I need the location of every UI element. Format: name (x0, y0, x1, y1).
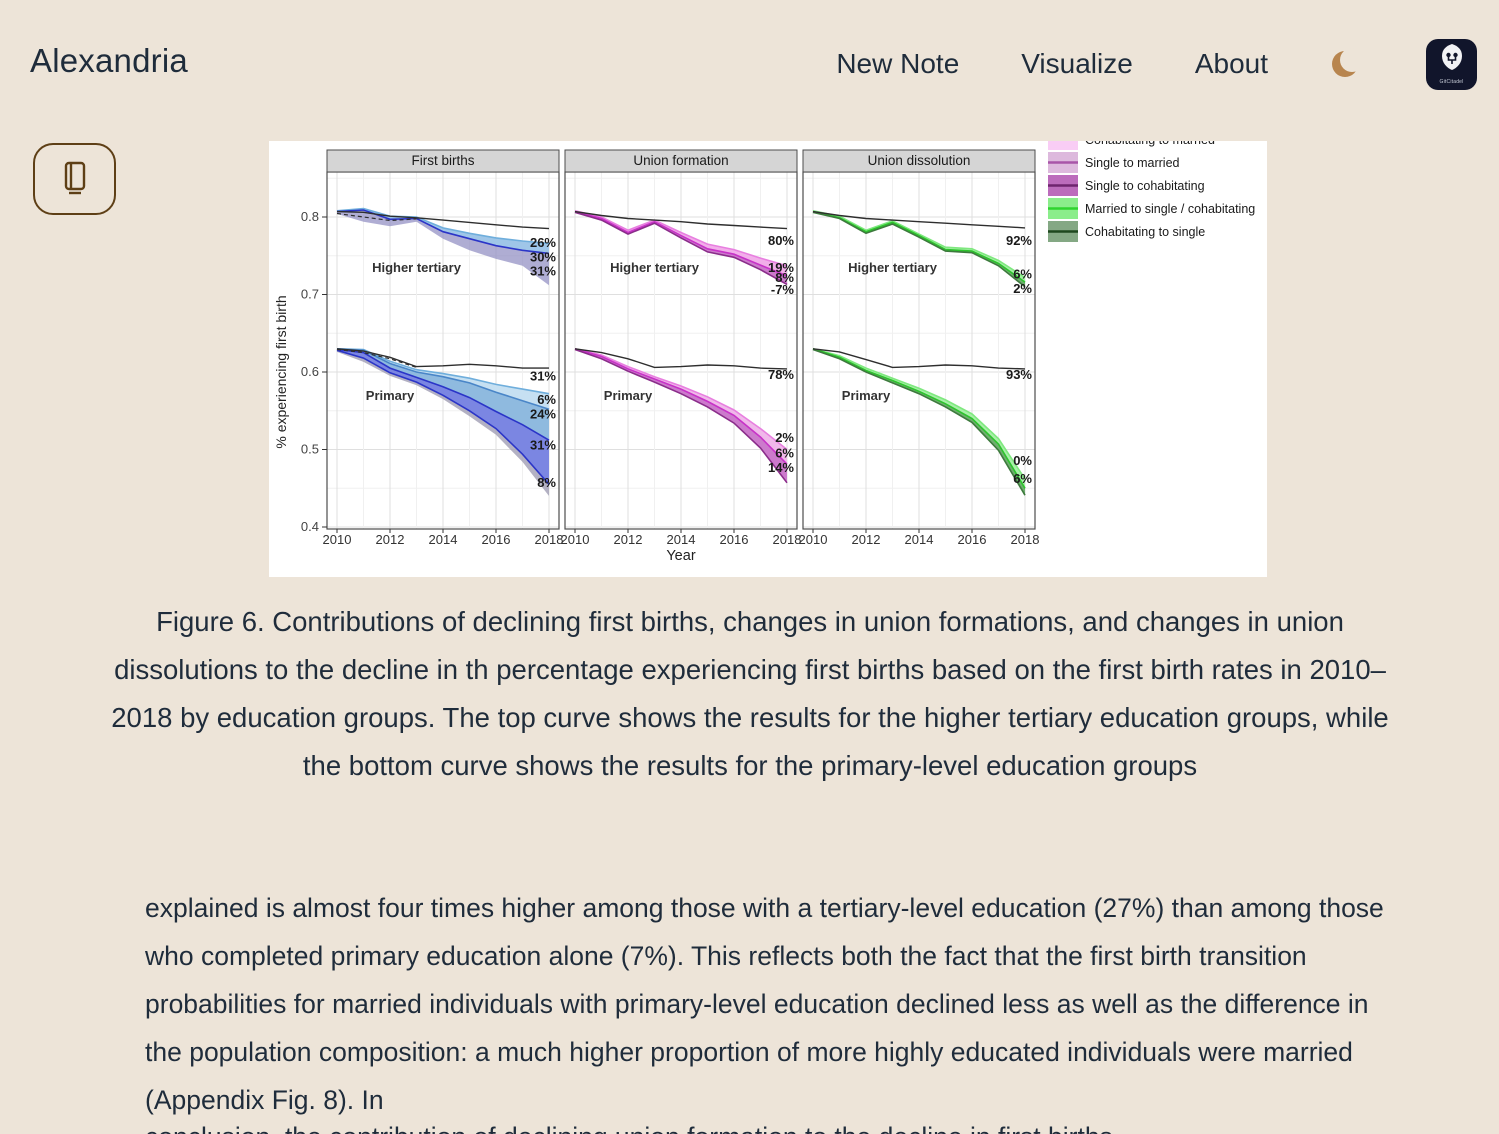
top-nav: New Note Visualize About GitCitadel (836, 34, 1477, 94)
svg-text:0.5: 0.5 (301, 442, 319, 457)
svg-text:0.4: 0.4 (301, 519, 319, 534)
svg-text:93%: 93% (1006, 367, 1032, 382)
svg-text:0.8: 0.8 (301, 209, 319, 224)
svg-text:Primary: Primary (366, 388, 415, 403)
svg-text:First births: First births (411, 153, 474, 168)
svg-text:2016: 2016 (958, 532, 987, 547)
svg-text:Single to married: Single to married (1085, 156, 1180, 170)
body-paragraph: explained is almost four times higher am… (145, 893, 1384, 1115)
svg-text:Cohabitating to married: Cohabitating to married (1085, 141, 1215, 147)
nav-new-note[interactable]: New Note (836, 48, 960, 79)
svg-text:Primary: Primary (842, 388, 891, 403)
svg-text:2010: 2010 (323, 532, 352, 547)
svg-text:24%: 24% (530, 407, 556, 422)
svg-text:19%: 19% (768, 260, 794, 275)
svg-text:Married to single / cohabitati: Married to single / cohabitating (1085, 202, 1255, 216)
figure-image: Higher tertiary 26% 30% 31% Primary 31% 6% 24% 3… (269, 141, 1267, 577)
svg-text:0.6: 0.6 (301, 364, 319, 379)
svg-text:6%: 6% (775, 445, 794, 460)
svg-text:2016: 2016 (482, 532, 511, 547)
figure-caption: Figure 6. Contributions of declining fir… (111, 606, 1389, 781)
svg-text:8%: 8% (775, 270, 794, 285)
nav-about[interactable]: About (1194, 48, 1268, 79)
svg-text:2014: 2014 (667, 532, 696, 547)
svg-text:2016: 2016 (720, 532, 749, 547)
svg-text:% experiencing first birth: % experiencing first birth (273, 295, 289, 448)
svg-text:31%: 31% (530, 438, 556, 453)
shield-icon (1439, 43, 1465, 78)
svg-text:Higher tertiary: Higher tertiary (848, 260, 938, 275)
svg-text:92%: 92% (1006, 233, 1032, 248)
svg-text:2014: 2014 (905, 532, 934, 547)
svg-text:Union dissolution: Union dissolution (868, 153, 971, 168)
body-paragraph-clipped-line: conclusion, the contribution of declinin… (145, 1124, 1397, 1134)
svg-text:2018: 2018 (773, 532, 802, 547)
svg-text:Higher tertiary: Higher tertiary (610, 260, 700, 275)
svg-text:2012: 2012 (614, 532, 643, 547)
svg-text:2014: 2014 (429, 532, 458, 547)
dark-mode-toggle[interactable] (1330, 47, 1364, 81)
svg-text:Primary: Primary (604, 388, 653, 403)
svg-text:6%: 6% (537, 392, 556, 407)
svg-text:80%: 80% (768, 233, 794, 248)
svg-text:Higher tertiary: Higher tertiary (372, 260, 462, 275)
svg-text:78%: 78% (768, 367, 794, 382)
svg-text:14%: 14% (768, 460, 794, 475)
svg-text:0.7: 0.7 (301, 287, 319, 302)
svg-text:0%: 0% (1013, 453, 1032, 468)
reader-mode-button[interactable] (33, 143, 116, 215)
svg-text:2018: 2018 (1011, 532, 1040, 547)
svg-text:6%: 6% (1013, 471, 1032, 486)
svg-text:Single to cohabitating: Single to cohabitating (1085, 179, 1205, 193)
logo-text: GitCitadel (1439, 79, 1464, 85)
svg-text:2010: 2010 (561, 532, 590, 547)
svg-text:2%: 2% (1013, 281, 1032, 296)
gitcitadel-logo[interactable]: GitCitadel (1426, 38, 1477, 90)
svg-text:6%: 6% (1013, 266, 1032, 281)
svg-text:Union formation: Union formation (633, 153, 728, 168)
svg-text:30%: 30% (530, 249, 556, 264)
svg-text:Cohabitating to single: Cohabitating to single (1085, 225, 1205, 239)
moon-icon (1330, 48, 1364, 84)
svg-text:31%: 31% (530, 369, 556, 384)
svg-text:2010: 2010 (799, 532, 828, 547)
svg-text:8%: 8% (537, 475, 556, 490)
book-icon (58, 160, 92, 199)
svg-text:31%: 31% (530, 263, 556, 278)
svg-text:2%: 2% (775, 430, 794, 445)
svg-text:26%: 26% (530, 235, 556, 250)
svg-text:2012: 2012 (852, 532, 881, 547)
svg-text:2012: 2012 (376, 532, 405, 547)
decomposition-chart: Higher tertiary26%30%31%Primary31%6%24%3… (269, 141, 1267, 577)
svg-text:Year: Year (666, 548, 695, 564)
nav-visualize[interactable]: Visualize (1021, 48, 1133, 79)
svg-text:-7%: -7% (771, 282, 795, 297)
svg-text:2018: 2018 (535, 532, 564, 547)
brand-title[interactable]: Alexandria (30, 42, 188, 79)
